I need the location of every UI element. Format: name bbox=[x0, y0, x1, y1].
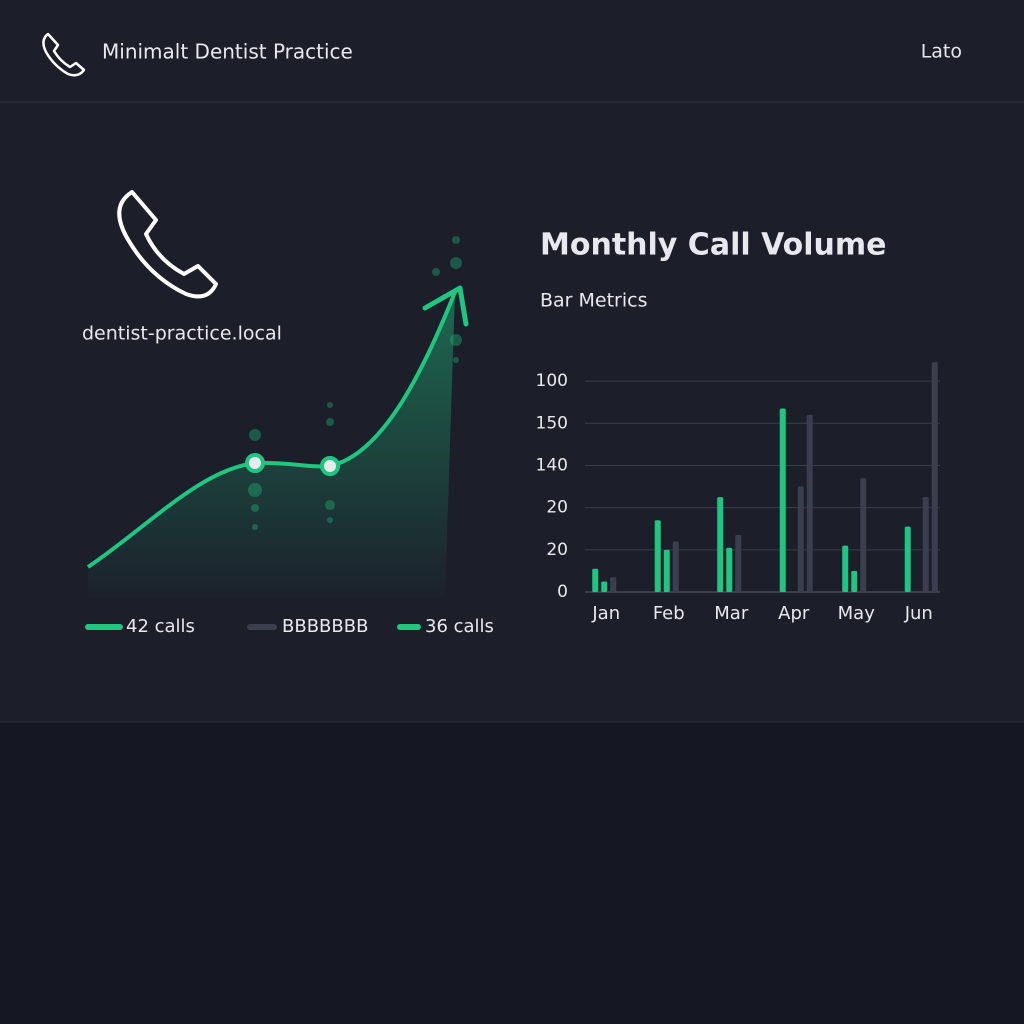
highlight-point bbox=[320, 456, 340, 476]
bar bbox=[610, 577, 617, 592]
arrow-head bbox=[422, 285, 469, 327]
y-tick-label: 20 bbox=[546, 540, 568, 560]
decor-dots bbox=[248, 236, 462, 530]
bar bbox=[851, 570, 858, 592]
bar bbox=[654, 520, 661, 592]
font-label[interactable]: Lato bbox=[921, 41, 962, 63]
x-tick-label: Jan bbox=[591, 603, 620, 624]
bar bbox=[842, 545, 849, 592]
y-tick-label: 140 bbox=[536, 455, 568, 475]
bar bbox=[672, 541, 679, 592]
area bbox=[88, 292, 455, 597]
highlight-point bbox=[245, 453, 265, 473]
legend-label: 42 calls bbox=[126, 616, 195, 637]
domain: dentist-practice.local bbox=[82, 323, 282, 345]
bar bbox=[726, 547, 733, 592]
x-tick-label: Jun bbox=[904, 603, 933, 624]
legend-label: 36 calls bbox=[425, 616, 494, 637]
bar bbox=[601, 581, 608, 592]
panel bbox=[0, 0, 1024, 722]
bar bbox=[735, 535, 742, 592]
x-tick-label: Feb bbox=[653, 603, 685, 624]
bar bbox=[779, 408, 786, 592]
y-tick-label: 0 bbox=[557, 582, 568, 602]
bar bbox=[904, 526, 911, 592]
trend-line bbox=[86, 291, 457, 569]
chart-title: Monthly Call Volume bbox=[540, 228, 887, 263]
phone-icon-large bbox=[117, 190, 218, 299]
bar bbox=[663, 549, 670, 592]
bar bbox=[860, 478, 867, 592]
legend-label: BBBBBBB bbox=[282, 616, 368, 637]
x-tick-label: Apr bbox=[778, 603, 810, 624]
x-tick-label: Mar bbox=[714, 603, 749, 624]
y-tick-label: 150 bbox=[536, 413, 568, 433]
header-title: Minimalt Dentist Practice bbox=[102, 40, 353, 64]
bar bbox=[717, 497, 724, 592]
y-tick-label: 20 bbox=[546, 498, 568, 518]
bar bbox=[931, 362, 938, 592]
bar bbox=[806, 414, 813, 592]
phone-icon bbox=[42, 32, 86, 77]
bar bbox=[922, 497, 929, 592]
x-tick-label: May bbox=[838, 603, 876, 624]
y-tick-label: 100 bbox=[536, 371, 568, 391]
bar bbox=[797, 486, 804, 592]
bar bbox=[592, 568, 599, 592]
chart-subtitle: Bar Metrics bbox=[540, 290, 648, 312]
